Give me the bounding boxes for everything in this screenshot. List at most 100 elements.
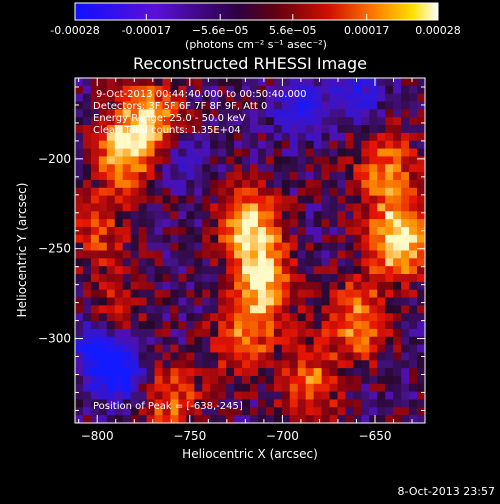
heatmap-cell [170, 172, 179, 181]
heatmap-cell [218, 172, 227, 181]
heatmap-cell [82, 179, 92, 189]
heatmap-cell [409, 368, 418, 377]
heatmap-cell [337, 187, 347, 197]
heatmap-cell [130, 313, 140, 322]
heatmap-cell [297, 172, 307, 181]
heatmap-cell [321, 219, 331, 228]
heatmap-cell [289, 203, 299, 212]
heatmap-cell [210, 156, 219, 165]
heatmap-cell [194, 234, 203, 244]
heatmap-cell [329, 109, 339, 118]
heatmap-cell [82, 297, 92, 306]
heatmap-cell [90, 132, 100, 142]
heatmap-cell [321, 164, 331, 173]
heatmap-cell [210, 274, 219, 283]
heatmap-cell [202, 360, 211, 369]
heatmap-cell [154, 289, 164, 299]
heatmap-cell [106, 187, 116, 197]
heatmap-cell [337, 383, 347, 393]
heatmap-cell [377, 132, 386, 142]
heatmap-cell [337, 375, 347, 385]
heatmap-cell [329, 281, 339, 291]
heatmap-cell [130, 132, 140, 142]
heatmap-cell [273, 297, 283, 306]
heatmap-cell [273, 383, 283, 393]
heatmap-cell [289, 250, 299, 259]
heatmap-cell [154, 383, 164, 393]
heatmap-cell [138, 368, 148, 377]
heatmap-cell [369, 274, 378, 283]
heatmap-cell [234, 140, 243, 150]
heatmap-cell [75, 250, 84, 259]
heatmap-cell [329, 211, 339, 220]
heatmap-cell [281, 266, 291, 275]
heatmap-cell [305, 156, 315, 165]
colorbar-tick-label: -0.00028 [50, 24, 99, 37]
heatmap-cell [90, 399, 100, 408]
heatmap-cell [265, 187, 275, 197]
heatmap-cell [345, 179, 354, 189]
heatmap-cell [329, 179, 339, 189]
heatmap-cell [337, 78, 347, 87]
heatmap-cell [138, 125, 148, 134]
y-axis-label: Heliocentric Y (arcsec) [15, 183, 29, 318]
heatmap-cell [369, 179, 378, 189]
heatmap-cell [289, 140, 299, 150]
heatmap-cell [106, 219, 116, 228]
heatmap-cell [202, 399, 211, 408]
heatmap-cell [313, 250, 323, 259]
heatmap-cell [90, 375, 100, 385]
heatmap-cell [393, 132, 402, 142]
heatmap-cell [257, 187, 267, 197]
heatmap-cell [170, 132, 179, 142]
heatmap-cell [98, 399, 108, 408]
heatmap-cell [353, 281, 362, 291]
heatmap-cell [162, 399, 172, 408]
heatmap-cell [122, 109, 132, 118]
heatmap-cell [234, 109, 243, 118]
heatmap-cell [202, 305, 211, 314]
heatmap-cell [305, 203, 315, 212]
heatmap-cell [186, 109, 195, 118]
heatmap-cell [82, 289, 92, 299]
heatmap-cell [329, 148, 339, 158]
heatmap-cell [186, 368, 195, 377]
heatmap-cell [369, 234, 378, 244]
heatmap-cell [162, 117, 172, 126]
heatmap-cell [361, 234, 370, 244]
heatmap-cell [401, 242, 410, 252]
heatmap-cell [281, 399, 291, 408]
heatmap-cell [218, 313, 227, 322]
heatmap-cell [377, 242, 386, 252]
heatmap-cell [305, 313, 315, 322]
heatmap-cell [273, 219, 283, 228]
heatmap-cell [130, 305, 140, 314]
heatmap-cell [170, 415, 179, 423]
heatmap-cell [178, 289, 187, 299]
heatmap-cell [321, 101, 331, 110]
heatmap-cell [146, 93, 156, 103]
heatmap-cell [361, 274, 370, 283]
heatmap-cell [202, 172, 211, 181]
heatmap-cell [257, 109, 267, 118]
heatmap-cell [385, 250, 394, 259]
heatmap-cell [90, 85, 100, 95]
heatmap-cell [75, 85, 84, 95]
heatmap-cell [393, 85, 402, 95]
heatmap-cell [305, 352, 315, 361]
heatmap-cell [178, 179, 187, 189]
heatmap-cell [202, 219, 211, 228]
heatmap-cell [297, 399, 307, 408]
heatmap-cell [377, 195, 386, 205]
heatmap-cell [401, 383, 410, 393]
heatmap-cell [393, 344, 402, 354]
heatmap-cell [297, 85, 307, 95]
heatmap-cell [401, 360, 410, 369]
heatmap-cell [98, 164, 108, 173]
heatmap-cell [353, 258, 362, 267]
heatmap-cell [250, 78, 259, 87]
heatmap-cell [329, 78, 339, 87]
heatmap-cell [409, 328, 418, 338]
heatmap-cell [202, 297, 211, 306]
heatmap-cell [281, 391, 291, 401]
